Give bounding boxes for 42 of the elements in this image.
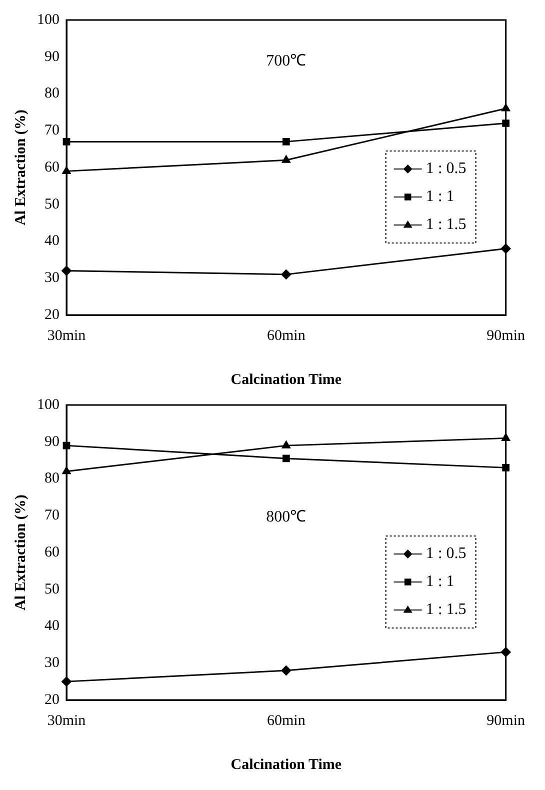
y-tick-label: 40 — [44, 618, 60, 634]
y-tick-label: 60 — [44, 159, 60, 176]
y-tick-label: 80 — [44, 86, 60, 102]
x-axis-title: Calcination Time — [230, 756, 342, 773]
y-tick-label: 30 — [44, 270, 60, 286]
y-tick-label: 80 — [44, 470, 60, 487]
y-tick-label: 30 — [44, 655, 60, 672]
y-tick-label: 50 — [44, 196, 60, 212]
x-tick-label: 60min — [266, 712, 306, 729]
x-tick-label: 90min — [486, 712, 526, 729]
x-tick-label: 60min — [266, 328, 306, 344]
y-tick-label: 20 — [44, 306, 60, 323]
legend-label: 1 : 0.5 — [426, 160, 466, 178]
y-tick-label: 100 — [37, 396, 60, 413]
point — [282, 440, 291, 448]
annotation: 800℃ — [266, 508, 306, 526]
point — [281, 269, 292, 280]
y-tick-label: 90 — [44, 434, 60, 450]
point — [282, 454, 290, 462]
point — [281, 666, 292, 676]
y-tick-label: 70 — [44, 508, 60, 524]
y-tick-label: 60 — [44, 544, 60, 560]
x-tick-label: 90min — [486, 328, 526, 344]
y-tick-label: 40 — [44, 233, 60, 250]
legend-label: 1 : 1.5 — [426, 601, 466, 618]
y-tick-label: 100 — [37, 12, 60, 28]
y-axis-title: Al Extraction (%) — [12, 110, 29, 226]
point — [282, 155, 291, 163]
y-tick-label: 20 — [44, 692, 60, 708]
y-axis-title: Al Extraction (%) — [12, 494, 29, 610]
legend-label: 1 : 1 — [426, 573, 454, 590]
point — [282, 138, 290, 146]
annotation: 700℃ — [266, 52, 306, 70]
y-tick-label: 70 — [44, 122, 60, 139]
x-axis-title: Calcination Time — [230, 372, 342, 388]
y-tick-label: 50 — [44, 581, 60, 598]
y-tick-label: 90 — [44, 48, 60, 65]
legend-label: 1 : 0.5 — [426, 545, 466, 562]
legend-label: 1 : 1 — [426, 188, 454, 206]
legend-label: 1 : 1.5 — [426, 216, 466, 234]
x-tick-label: 30min — [47, 712, 86, 729]
x-tick-label: 30min — [47, 328, 86, 344]
